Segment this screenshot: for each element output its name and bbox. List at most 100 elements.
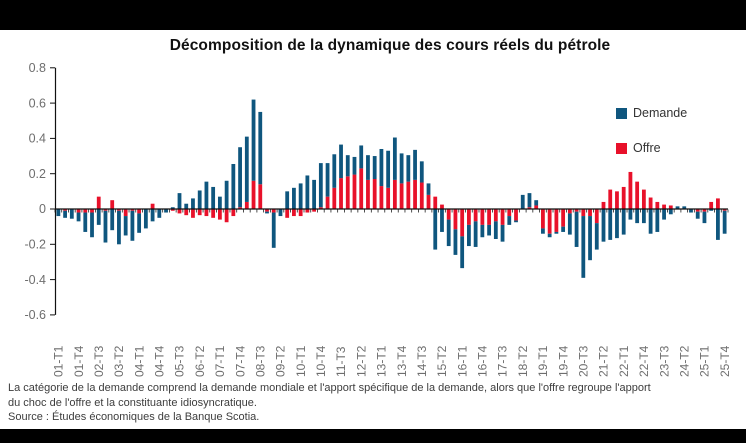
bar-segment-demande-25-T1: [702, 211, 707, 224]
bar-segment-demande-07-T4: [238, 147, 242, 208]
bar-segment-demande-18-T1: [514, 220, 518, 223]
bar-segment-demande-22-T4: [641, 209, 646, 224]
bar-segment-offre-10-T1: [298, 209, 303, 217]
bar-segment-offre-19-T1: [541, 209, 545, 229]
bar-segment-demande-14-T3: [419, 161, 424, 183]
bar-segment-offre-17-T4: [507, 209, 512, 217]
bar-segment-offre-02-T1: [83, 209, 88, 213]
bar-segment-demande-21-T3: [608, 209, 613, 240]
bar-segment-offre-06-T2: [197, 209, 202, 216]
bar-segment-offre-11-T4: [345, 176, 350, 209]
legend-label-offre: Offre: [633, 141, 661, 155]
bar-segment-demande-12-T2: [359, 145, 364, 169]
bar-segment-demande-16-T3: [473, 221, 478, 247]
bar-segment-offre-02-T2: [90, 209, 94, 213]
bar-segment-offre-14-T1: [406, 181, 411, 209]
bar-segment-demande-20-T3: [581, 216, 586, 278]
y-tick-label: 0.8: [29, 61, 46, 75]
x-tick-label: 05-T3: [173, 345, 187, 377]
y-tick-label: 0.6: [29, 96, 46, 110]
bar-segment-offre-14-T2: [413, 179, 417, 209]
bar-segment-offre-03-T4: [130, 209, 135, 211]
bar-segment-demande-09-T1: [271, 212, 276, 248]
bar-segment-demande-10-T3: [312, 179, 317, 209]
bar-segment-demande-06-T4: [211, 186, 216, 209]
bar-segment-offre-11-T3: [339, 178, 343, 209]
bar-segment-demande-19-T4: [561, 226, 566, 232]
bar-segment-offre-11-T1: [325, 196, 330, 209]
bar-segment-demande-04-T3: [150, 209, 155, 222]
bar-segment-demande-18-T3: [527, 193, 532, 208]
x-tick-label: 07-T1: [213, 345, 227, 377]
bar-segment-demande-20-T4: [588, 216, 592, 261]
bar-segment-offre-18-T4: [534, 205, 539, 209]
bar-segment-offre-04-T3: [150, 203, 155, 209]
bar-segment-offre-20-T1: [567, 209, 572, 214]
bar-segment-demande-17-T1: [487, 224, 491, 236]
bar-segment-offre-25-T1: [702, 209, 707, 212]
bar-segment-demande-02-T4: [103, 210, 108, 243]
x-tick-label: 11-T3: [334, 346, 348, 377]
bar-segment-demande-22-T1: [621, 209, 626, 235]
bar-segment-demande-15-T4: [453, 229, 458, 255]
x-tick-label: 08-T3: [254, 345, 268, 377]
bar-segment-demande-14-T4: [426, 183, 431, 195]
x-tick-label: 02-T3: [92, 345, 106, 377]
bar-segment-offre-13-T4: [399, 183, 404, 209]
bar-segment-offre-19-T4: [561, 209, 566, 227]
bar-segment-offre-06-T4: [211, 209, 216, 218]
bar-segment-offre-07-T1: [217, 209, 222, 220]
bar-segment-demande-03-T2: [117, 210, 121, 245]
bar-segment-offre-06-T3: [204, 209, 209, 217]
bar-segment-offre-03-T2: [117, 209, 121, 211]
bar-segment-demande-07-T2: [224, 180, 229, 209]
x-tick-label: 01-T4: [72, 345, 86, 377]
bar-segment-demande-05-T4: [184, 203, 189, 209]
bar-segment-offre-20-T3: [581, 209, 586, 217]
bar-segment-offre-19-T2: [547, 209, 552, 234]
x-tick-label: 23-T3: [657, 345, 671, 377]
bar-segment-demande-21-T4: [615, 209, 619, 239]
x-tick-label: 13-T4: [395, 345, 409, 377]
offre-color-swatch: [616, 142, 627, 154]
bar-segment-demande-01-T4: [76, 212, 81, 222]
bar-segment-offre-15-T1: [433, 196, 438, 209]
x-tick-label: 14-T3: [415, 345, 429, 377]
bar-segment-offre-20-T2: [574, 209, 579, 212]
bar-segment-offre-14-T4: [426, 194, 431, 209]
y-tick-label: 0.2: [29, 167, 46, 181]
bar-segment-demande-11-T2: [332, 154, 337, 188]
bar-segment-demande-12-T3: [366, 155, 370, 180]
y-tick-label: -0.4: [24, 273, 46, 287]
bar-segment-offre-03-T3: [123, 209, 128, 217]
bar-segment-offre-07-T2: [224, 209, 229, 223]
bar-segment-offre-10-T2: [305, 209, 310, 213]
bar-segment-demande-24-T4: [695, 211, 700, 219]
bar-segment-demande-24-T3: [689, 209, 693, 213]
bar-segment-offre-15-T2: [440, 204, 444, 209]
bar-segment-demande-04-T4: [157, 209, 162, 218]
bar-segment-demande-10-T1: [298, 183, 303, 209]
bar-segment-demande-08-T2: [251, 99, 256, 181]
bar-segment-demande-07-T3: [231, 163, 236, 209]
bar-segment-demande-18-T2: [520, 194, 525, 209]
bar-segment-offre-18-T1: [514, 209, 518, 221]
x-tick-label: 25-T4: [718, 345, 732, 377]
bar-segment-demande-17-T4: [507, 216, 512, 225]
bar-segment-offre-05-T4: [184, 209, 189, 216]
bar-segment-demande-13-T2: [386, 150, 391, 188]
bar-segment-demande-05-T1: [164, 209, 168, 213]
bar-segment-offre-02-T3: [96, 196, 101, 209]
bar-segment-demande-06-T1: [191, 198, 195, 209]
bar-segment-offre-12-T3: [366, 179, 370, 209]
x-tick-label: 10-T1: [294, 345, 308, 377]
bar-segment-demande-12-T1: [352, 156, 357, 175]
bar-segment-demande-09-T2: [278, 209, 283, 217]
bar-segment-demande-24-T1: [675, 206, 680, 209]
bar-segment-demande-19-T3: [554, 231, 559, 234]
bar-segment-demande-15-T2: [440, 209, 444, 232]
x-tick-label: 01-T1: [52, 345, 66, 377]
bar-segment-demande-22-T2: [628, 209, 633, 220]
bar-segment-offre-22-T2: [628, 171, 633, 209]
